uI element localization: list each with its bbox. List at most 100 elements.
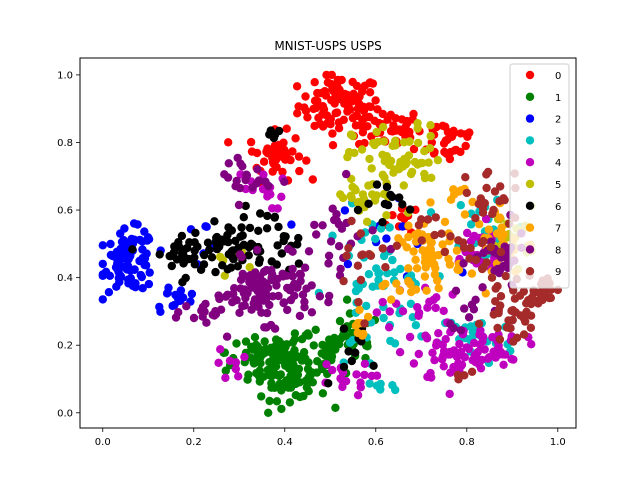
data-point-digit-0 <box>313 88 322 98</box>
data-point-digit-6 <box>386 190 395 200</box>
data-point-digit-6 <box>273 241 282 250</box>
data-point-digit-6 <box>405 205 415 214</box>
data-point-digit-9 <box>430 230 439 240</box>
data-point-digit-4 <box>273 204 282 213</box>
data-point-digit-6 <box>293 240 302 249</box>
data-point-digit-8 <box>295 269 305 279</box>
data-point-digit-4 <box>464 344 474 354</box>
data-point-digit-5 <box>386 156 396 166</box>
data-point-digit-6 <box>274 222 283 232</box>
legend-label-7: 7 <box>555 224 561 235</box>
data-point-digit-6 <box>237 223 246 232</box>
data-point-digit-0 <box>315 119 325 128</box>
legend: 0 1 2 3 4 5 6 7 8 9 <box>509 63 570 289</box>
data-point-digit-0 <box>310 96 320 106</box>
data-point-digit-5 <box>347 193 356 203</box>
data-point-digit-7 <box>363 312 373 322</box>
data-point-digit-9 <box>356 229 365 238</box>
data-point-digit-0 <box>310 78 319 87</box>
data-point-digit-6 <box>277 249 286 258</box>
data-point-digit-6 <box>207 253 217 262</box>
data-point-digit-1 <box>252 369 261 378</box>
data-point-digit-1 <box>304 358 313 367</box>
data-point-digit-8 <box>449 323 458 333</box>
data-point-digit-0 <box>373 105 382 114</box>
data-point-digit-9 <box>493 323 502 333</box>
data-point-digit-9 <box>339 276 348 286</box>
data-point-digit-5 <box>404 151 414 160</box>
legend-label-5: 5 <box>555 180 561 191</box>
data-point-digit-4 <box>481 214 491 224</box>
data-point-digit-3 <box>379 313 388 323</box>
data-point-digit-9 <box>512 333 522 342</box>
data-point-digit-8 <box>342 169 351 179</box>
data-point-digit-8 <box>325 291 334 301</box>
data-point-digit-2 <box>145 268 154 277</box>
data-point-digit-3 <box>376 385 385 394</box>
data-point-digit-8 <box>182 302 191 311</box>
data-point-digit-8 <box>334 242 344 251</box>
data-point-digit-4 <box>527 340 536 349</box>
data-point-digit-1 <box>322 344 331 354</box>
legend-box <box>509 63 570 289</box>
data-point-digit-4 <box>427 373 436 382</box>
data-point-digit-5 <box>370 140 379 150</box>
data-point-digit-0 <box>409 144 419 154</box>
data-point-digit-3 <box>365 379 374 388</box>
data-point-digit-4 <box>507 354 516 364</box>
data-point-digit-4 <box>240 352 249 362</box>
data-point-digit-2 <box>382 234 391 243</box>
data-point-digit-4 <box>360 359 370 368</box>
data-point-digit-6 <box>351 348 360 357</box>
data-point-digit-8 <box>295 311 305 321</box>
data-point-digit-9 <box>496 182 505 191</box>
data-point-digit-1 <box>244 370 253 379</box>
data-point-digit-4 <box>385 307 394 316</box>
data-point-digit-8 <box>315 292 325 301</box>
data-point-digit-7 <box>421 250 430 259</box>
data-point-digit-9 <box>526 323 536 332</box>
data-point-digit-8 <box>241 175 250 185</box>
data-point-digit-8 <box>251 268 260 277</box>
data-point-digit-7 <box>404 264 413 273</box>
data-point-digit-6 <box>190 253 199 262</box>
data-point-digit-6 <box>190 246 199 255</box>
data-point-digit-5 <box>427 173 436 182</box>
data-point-digit-9 <box>392 241 401 250</box>
data-point-digit-6 <box>382 182 392 192</box>
data-point-digit-7 <box>426 238 435 247</box>
data-point-digit-2 <box>142 236 152 245</box>
data-point-digit-9 <box>357 251 366 260</box>
data-point-digit-0 <box>348 113 358 123</box>
data-point-digit-9 <box>466 243 475 253</box>
data-point-digit-0 <box>397 115 407 124</box>
data-point-digit-7 <box>449 185 458 194</box>
data-point-digit-9 <box>491 297 500 306</box>
data-point-digit-6 <box>294 233 303 243</box>
data-point-digit-9 <box>499 194 508 203</box>
data-point-digit-2 <box>287 220 296 229</box>
data-point-digit-2 <box>101 267 111 276</box>
data-point-digit-1 <box>256 359 265 368</box>
data-point-digit-0 <box>268 167 277 176</box>
data-point-digit-6 <box>267 257 276 266</box>
data-point-digit-9 <box>486 243 495 252</box>
data-point-digit-1 <box>335 316 345 326</box>
data-point-digit-4 <box>337 375 347 385</box>
data-point-digit-4 <box>221 373 230 382</box>
data-point-digit-4 <box>455 339 464 349</box>
legend-marker-6 <box>525 201 535 210</box>
data-point-digit-2 <box>116 272 126 282</box>
data-point-digit-1 <box>294 364 304 374</box>
data-point-digit-0 <box>332 108 342 117</box>
data-point-digit-5 <box>245 263 254 272</box>
data-point-digit-3 <box>362 301 371 311</box>
data-point-digit-6 <box>372 180 382 189</box>
data-point-digit-8 <box>312 230 321 239</box>
x-tick-label: 0.6 <box>368 437 384 448</box>
y-tick-label: 0.8 <box>57 138 73 149</box>
data-point-digit-5 <box>351 186 360 195</box>
data-point-digit-6 <box>344 347 353 356</box>
data-point-digit-4 <box>231 364 240 374</box>
data-point-digit-9 <box>527 293 537 302</box>
